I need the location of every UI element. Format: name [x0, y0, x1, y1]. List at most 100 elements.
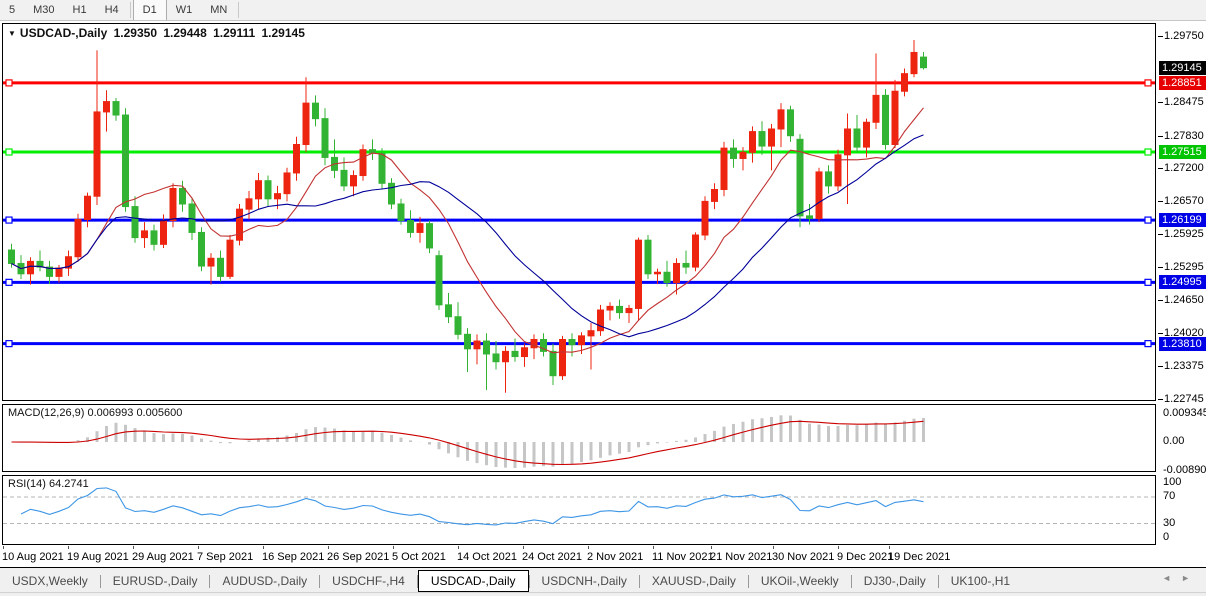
candle-body: [274, 193, 281, 200]
candle-body: [768, 128, 775, 147]
candle-body: [758, 131, 766, 147]
price-tick-mark: [1158, 36, 1163, 37]
candle-body: [321, 118, 329, 158]
price-tick-mark: [1158, 234, 1163, 235]
chart-tab-eurusddaily[interactable]: EURUSD-,Daily: [112, 574, 198, 588]
date-label: 29 Aug 2021: [132, 551, 194, 563]
candle-body: [55, 267, 63, 277]
hline-handle[interactable]: [1144, 340, 1152, 348]
candle-body: [787, 109, 794, 137]
candle-body: [749, 131, 756, 153]
tab-separator: [416, 575, 418, 588]
price-tick-mark: [1158, 333, 1163, 334]
candle-body: [825, 171, 832, 187]
chart-tab-ukoilweekly[interactable]: UKOil-,Weekly: [760, 574, 839, 588]
hline-handle[interactable]: [5, 340, 13, 348]
macd-axis-label: -0.008907: [1163, 464, 1206, 476]
tab-separator: [528, 575, 530, 588]
candle-body: [502, 350, 509, 363]
tab-separator: [99, 575, 101, 588]
toolbar-separator: [238, 2, 240, 18]
candle-body: [549, 350, 557, 377]
candle-body: [587, 330, 595, 337]
candle-body: [777, 109, 785, 130]
macd-panel: MACD(12,26,9) 0.006993 0.005600: [2, 404, 1156, 472]
ohlc-open: 1.29350: [113, 26, 158, 40]
ma-fast-line[interactable]: [11, 107, 924, 354]
date-tick-mark: [773, 546, 774, 549]
candle-body: [720, 147, 728, 191]
chart-tab-xauusddaily[interactable]: XAUUSD-,Daily: [651, 574, 736, 588]
candle-body: [283, 172, 291, 195]
hline-handle[interactable]: [1144, 278, 1152, 286]
candle-body: [578, 335, 585, 346]
candle-body: [654, 271, 661, 275]
candle-body: [711, 189, 718, 202]
candle-body: [312, 102, 319, 120]
timeframe-w1-button[interactable]: W1: [175, 4, 193, 16]
timeframe-h1-button[interactable]: H1: [72, 4, 87, 16]
chart-tab-usdcnhdaily[interactable]: USDCNH-,Daily: [541, 574, 627, 588]
candle-body: [464, 333, 471, 350]
price-level-box: 1.26199: [1159, 213, 1206, 227]
candle-body: [692, 234, 699, 268]
date-tick-mark: [198, 546, 199, 549]
chart-dropdown-icon[interactable]: ▼: [8, 29, 16, 38]
candle-body: [483, 340, 490, 355]
hline-handle[interactable]: [5, 79, 13, 87]
hline-handle[interactable]: [1144, 148, 1152, 156]
candle-body: [8, 249, 15, 264]
chart-tab-usdchfh4[interactable]: USDCHF-,H4: [332, 574, 405, 588]
candle-body: [407, 220, 414, 233]
hline-handle[interactable]: [5, 216, 13, 224]
timeframe-d1-button[interactable]: D1: [132, 0, 167, 20]
candle-body: [872, 94, 880, 123]
hline-handle[interactable]: [5, 148, 13, 156]
candle-body: [635, 239, 642, 309]
candle-body: [701, 200, 709, 236]
timeframe-mn-button[interactable]: MN: [210, 4, 228, 16]
candle-body: [169, 187, 177, 222]
rsi-axis-label: 0: [1163, 531, 1170, 543]
candle-body: [426, 223, 433, 249]
candle-body: [663, 271, 671, 284]
date-tick-mark: [393, 546, 394, 549]
ma-slow-line[interactable]: [11, 134, 924, 338]
tab-scroll-right-icon[interactable]: ►: [1181, 573, 1200, 583]
timeframe-toolbar: 5 M30 H1 H4 D1 W1 MN: [0, 0, 1206, 21]
chart-tab-usdcaddaily[interactable]: USDCAD-,Daily: [417, 570, 529, 592]
date-tick-mark: [263, 546, 264, 549]
price-tick-label: 1.27830: [1164, 130, 1204, 142]
rsi-header: RSI(14) 64.2741: [8, 478, 89, 490]
price-chart-canvas[interactable]: [3, 24, 1155, 400]
macd-canvas[interactable]: [3, 405, 1155, 471]
candle-body: [236, 208, 243, 241]
candle-body: [160, 220, 167, 245]
candle-body: [378, 152, 386, 184]
rsi-axis-label: 70: [1163, 490, 1176, 502]
timeframe-m30-button[interactable]: M30: [33, 4, 55, 16]
tab-separator: [319, 575, 321, 588]
timeframe-h4-button[interactable]: H4: [104, 4, 119, 16]
candle-body: [217, 257, 224, 277]
tab-scroll-left-icon[interactable]: ◄: [1162, 573, 1182, 583]
hline-handle[interactable]: [1144, 216, 1152, 224]
chart-tab-usdxweekly[interactable]: USDX,Weekly: [12, 574, 88, 588]
date-label: 16 Sep 2021: [262, 551, 325, 563]
chart-tab-dj30daily[interactable]: DJ30-,Daily: [863, 574, 926, 588]
hline-handle[interactable]: [5, 278, 13, 286]
price-level-box: 1.23810: [1159, 337, 1206, 351]
date-tick-mark: [711, 546, 712, 549]
candle-body: [616, 305, 623, 314]
rsi-canvas[interactable]: [3, 476, 1155, 544]
date-tick-mark: [458, 546, 459, 549]
timeframe-5-button[interactable]: 5: [9, 4, 16, 16]
candle-body: [625, 307, 633, 314]
chart-tab-uk100h1[interactable]: UK100-,H1: [950, 574, 1011, 588]
candle-body: [445, 304, 452, 318]
candle-body: [293, 144, 300, 174]
chart-tab-audusddaily[interactable]: AUDUSD-,Daily: [222, 574, 308, 588]
price-tick-label: 1.25925: [1164, 228, 1204, 240]
hline-handle[interactable]: [1144, 79, 1152, 87]
